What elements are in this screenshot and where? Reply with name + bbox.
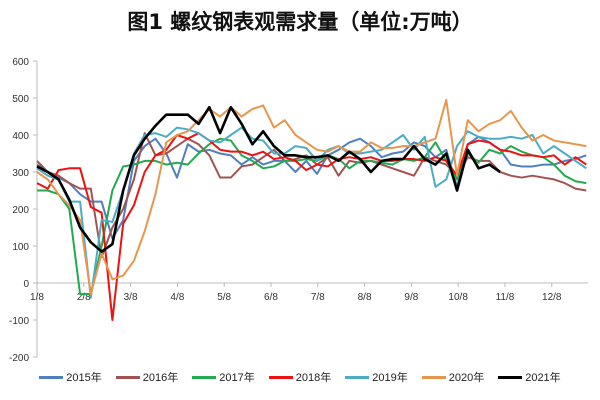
legend-label: 2017年: [219, 372, 255, 384]
y-tick-label: 300: [12, 168, 29, 179]
y-tick-label: -200: [9, 353, 29, 364]
series-line-2021: [36, 105, 501, 253]
x-tick-label: 10/8: [448, 292, 468, 303]
y-tick-label: 500: [12, 94, 29, 105]
legend-swatch: [498, 375, 523, 379]
y-tick-label: 0: [23, 279, 29, 290]
legend-label: 2020年: [448, 372, 485, 384]
legend-swatch: [39, 375, 64, 379]
legend-swatch: [345, 375, 370, 379]
x-tick-label: 9/8: [404, 292, 418, 303]
y-tick-label: 100: [12, 242, 29, 253]
y-tick-label: 400: [12, 131, 29, 142]
chart-title: 图1 螺纹钢表观需求量（单位:万吨）: [127, 10, 473, 34]
legend-item: 2021年: [498, 369, 561, 385]
legend-label: 2021年: [525, 372, 561, 384]
legend-label: 2016年: [142, 372, 179, 384]
y-tick-label: -100: [9, 316, 29, 327]
x-tick-label: 6/8: [264, 292, 278, 303]
x-tick-label: 5/8: [217, 292, 231, 303]
legend-swatch: [115, 375, 140, 379]
legend-item: 2018年: [268, 369, 332, 385]
legend-swatch: [268, 375, 293, 379]
y-tick-label: 200: [12, 205, 29, 216]
x-tick-label: 3/8: [124, 292, 138, 303]
x-tick-label: 12/8: [542, 292, 562, 303]
series-line-2020: [36, 98, 587, 296]
x-tick-label: 7/8: [311, 292, 325, 303]
legend: 2015年 2016年 2017年 2018年 2019年 2020年 2021年: [0, 369, 600, 385]
legend-label: 2015年: [66, 372, 102, 384]
x-tick-label: 4/8: [170, 292, 184, 303]
x-tick-label: 2/8: [77, 292, 91, 303]
legend-item: 2019年: [345, 369, 408, 385]
legend-swatch: [192, 375, 217, 379]
legend-item: 2016年: [115, 369, 179, 385]
legend-item: 2020年: [421, 369, 485, 385]
legend-item: 2015年: [39, 369, 102, 385]
series-line-2017: [37, 137, 587, 296]
legend-item: 2017年: [192, 369, 255, 385]
legend-label: 2018年: [295, 372, 332, 384]
series-line-2018: [36, 132, 587, 321]
legend-swatch: [421, 375, 446, 379]
y-tick-label: 600: [12, 57, 29, 68]
x-tick-label: 1/8: [30, 292, 44, 303]
x-tick-label: 8/8: [358, 292, 372, 303]
legend-label: 2019年: [372, 372, 408, 384]
x-tick-label: 11/8: [496, 292, 515, 303]
